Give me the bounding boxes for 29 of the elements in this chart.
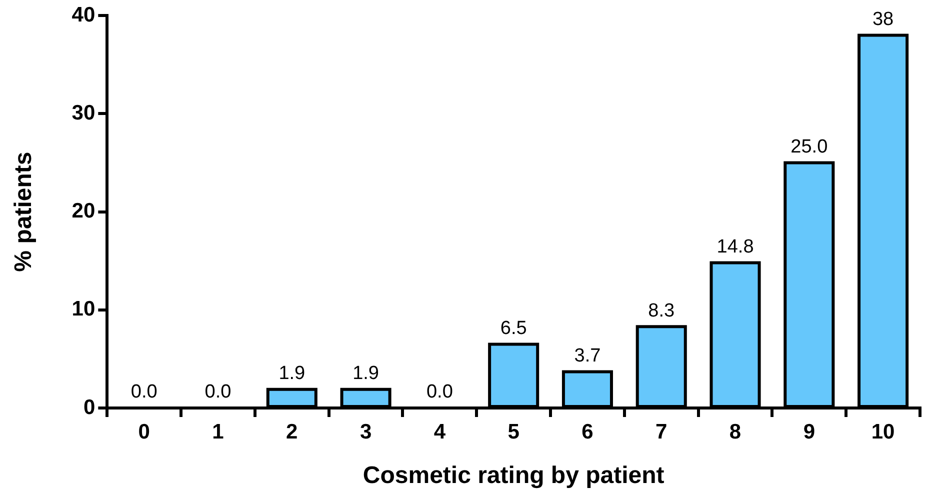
data-label: 25.0 xyxy=(790,136,828,158)
y-tick-label: 40 xyxy=(72,3,96,26)
y-axis-title: % patients xyxy=(10,152,38,272)
x-axis-title: Cosmetic rating by patient xyxy=(362,462,664,490)
data-label: 3.7 xyxy=(574,345,601,366)
data-label: 14.8 xyxy=(716,236,754,258)
data-label: 0.0 xyxy=(426,382,453,403)
data-label: 0.0 xyxy=(204,382,232,403)
x-tick-label: 9 xyxy=(803,420,815,444)
data-label: 6.5 xyxy=(500,318,527,339)
x-tick-label: 6 xyxy=(582,420,594,444)
x-tick-label: 4 xyxy=(434,420,446,444)
y-tick-label: 0 xyxy=(83,396,96,419)
x-tick-label: 1 xyxy=(212,420,224,444)
data-label: 1.9 xyxy=(278,363,306,384)
x-tick-label: 3 xyxy=(360,420,372,444)
x-tick-label: 8 xyxy=(729,420,742,444)
y-tick-label: 20 xyxy=(72,200,96,223)
x-tick-label: 0 xyxy=(138,420,150,444)
x-tick-label: 10 xyxy=(871,420,895,444)
y-tick-label: 10 xyxy=(72,298,96,321)
x-tick-label: 7 xyxy=(656,420,668,444)
data-label: 38 xyxy=(872,8,894,30)
data-label: 8.3 xyxy=(648,300,675,322)
data-label: 0.0 xyxy=(130,382,158,403)
x-tick-label: 5 xyxy=(508,420,520,444)
data-label: 1.9 xyxy=(352,363,379,384)
x-tick-label: 2 xyxy=(286,420,298,444)
y-tick-label: 30 xyxy=(72,101,96,124)
